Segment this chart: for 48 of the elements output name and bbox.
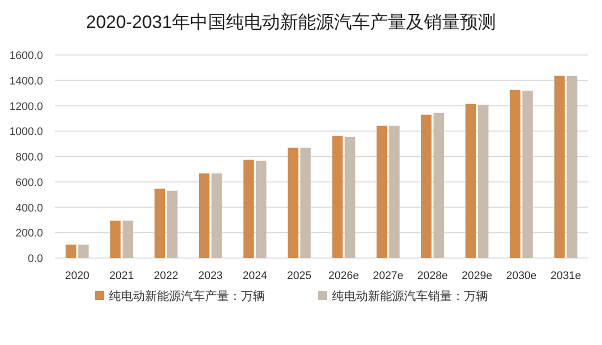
y-tick-label: 200.0 — [15, 228, 43, 240]
legend-label: 纯电动新能源汽车产量：万辆 — [109, 289, 265, 303]
y-tick-label: 1400.0 — [9, 75, 43, 88]
bar — [78, 244, 89, 258]
bar — [434, 112, 444, 258]
y-tick-label: 1200.0 — [9, 100, 43, 113]
x-tick-label: 2028e — [417, 270, 448, 282]
legend-label: 纯电动新能源汽车销量：万辆 — [332, 289, 488, 303]
x-tick-label: 2027e — [372, 270, 404, 282]
x-tick-label: 2021 — [109, 270, 134, 282]
bar — [211, 173, 222, 258]
bar — [243, 160, 254, 258]
bar — [256, 160, 266, 258]
y-tick-label: 400.0 — [15, 202, 43, 214]
bar — [478, 104, 488, 258]
x-tick-label: 2020 — [64, 270, 90, 282]
bar — [421, 114, 432, 258]
x-tick-label: 2023 — [198, 270, 223, 282]
x-tick-label: 2029e — [462, 270, 492, 282]
x-tick-label: 2022 — [154, 270, 178, 282]
bar — [198, 173, 210, 258]
x-tick-label: 2025 — [287, 270, 312, 282]
x-tick-label: 2030e — [506, 270, 537, 282]
bar — [465, 104, 476, 258]
bar — [566, 76, 578, 258]
x-tick-label: 2031e — [550, 270, 582, 282]
bar — [332, 136, 343, 258]
y-tick-label: 800.0 — [15, 152, 43, 164]
bar — [66, 244, 76, 258]
y-tick-label: 0.0 — [28, 253, 43, 265]
bar — [110, 220, 121, 258]
bar — [344, 136, 356, 258]
bar — [522, 90, 533, 258]
bar — [389, 126, 400, 258]
bar — [510, 90, 520, 258]
bar — [288, 148, 298, 258]
bar — [300, 148, 311, 258]
bar — [167, 190, 178, 258]
y-tick-label: 1600.0 — [9, 50, 43, 62]
chart-title: 2020-2031年中国纯电动新能源汽车产量及销量预测 — [86, 12, 496, 32]
y-tick-label: 1000.0 — [9, 126, 43, 138]
bar — [122, 220, 134, 258]
bar — [154, 188, 166, 258]
y-tick-label: 600.0 — [15, 176, 43, 189]
x-tick-label: 2026e — [328, 270, 360, 282]
x-tick-label: 2024 — [242, 270, 268, 282]
bar — [554, 76, 565, 258]
bar — [376, 126, 388, 258]
